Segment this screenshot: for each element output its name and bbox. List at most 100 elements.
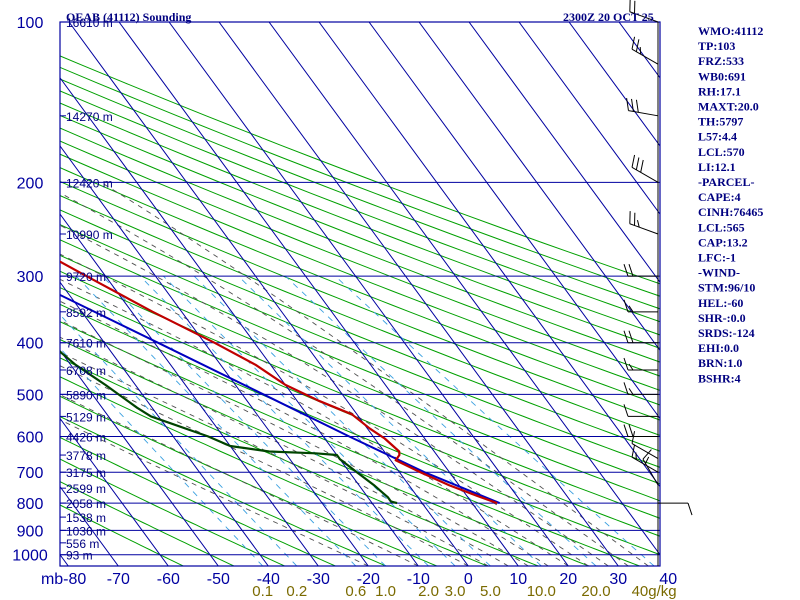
isotherm-line [418,22,660,352]
temperature-tick-label: 10 [509,571,527,588]
wind-barb [623,264,658,277]
isotherm-line [268,22,660,556]
dry-adiabat-line [60,270,660,519]
wind-barb-feather [628,305,634,313]
isotherm-line [568,22,660,147]
moist-adiabat-line [60,336,509,566]
temperature-line [60,260,498,505]
height-label: 5129 m [66,410,106,424]
wind-barb-feather [635,39,640,52]
wind-barb [631,154,659,183]
mixing-ratio-line [102,275,386,566]
dry-adiabat-line [60,90,660,323]
height-label: 1538 m [66,511,106,525]
pressure-tick-label: 700 [17,465,44,482]
index-value: L57:4.4 [698,130,737,144]
index-value: SHR-:0.0 [698,311,746,325]
chart-title: OEAB (41112) Sounding [66,10,191,24]
pressure-tick-labels: 100 200 300 400 500 600 700 800 900 1000 [12,15,48,565]
temperature-tick-label: 20 [559,571,577,588]
mixing-ratio-tick-label: 0.1 [252,583,273,600]
height-label: 2599 m [66,482,106,496]
index-value: -PARCEL- [698,175,754,189]
pressure-tick-label: 500 [17,387,44,404]
height-label: 4426 m [66,431,106,445]
dry-adiabat-line [60,195,660,436]
wind-barb [623,299,658,313]
wind-barb-feather [631,444,636,458]
pressure-tick-label: 300 [17,269,44,286]
index-value: CAPE:4 [698,190,741,204]
index-value: LI:12.1 [698,160,736,174]
moist-adiabat-line [60,224,609,566]
wind-barb-feather [637,220,640,228]
mixing-ratio-line [75,275,357,566]
index-value: -WIND- [698,266,740,280]
wind-barbs [623,0,693,566]
dry-adiabat-line [60,127,660,363]
wind-barb-feather [628,363,634,371]
mixing-ratio-tick-labels: 0.1 0.2 0.6 1.0 2.0 3.0 5.0 10.0 20.0 40g/kg [252,583,676,600]
mixing-ratio-lines [60,275,655,566]
mixing-ratio-line [335,275,655,566]
wind-barb-feather [628,264,634,277]
temperature-tick-label: -50 [207,571,230,588]
temperature-tick-label: -60 [157,571,180,588]
wind-barb-feather [623,264,629,277]
temperature-tick-label: 30 [609,571,627,588]
wind-barb-feather [623,357,629,371]
isotherm-line [368,22,660,420]
wind-barb-feather [623,299,629,312]
chart-datetime: 2300Z 20 OCT 25 [563,10,654,24]
moist-adiabat-line [60,253,589,566]
mixing-ratio-tick-label: 20.0 [581,583,610,600]
moist-adiabat-line [60,419,369,566]
index-value: SRDS:-124 [698,326,755,340]
wind-barb [626,98,659,117]
mixing-ratio-tick-label: 3.0 [445,583,466,600]
wind-barb-feather [623,424,629,437]
height-label: 2058 m [66,497,106,511]
moist-adiabat-line [60,319,529,566]
height-label: 8592 m [66,306,106,320]
dry-adiabat-line [60,209,660,452]
wind-barb-feather [640,159,644,173]
dry-adiabat-line [60,254,660,502]
isotherm-lines [60,22,660,566]
mixing-ratio-line [139,275,429,566]
index-value: EHI:0.0 [698,341,739,355]
height-label: 1036 m [66,524,106,538]
wind-barb-feather [623,404,629,417]
wind-barb-staff [629,11,659,23]
index-value: TH:5797 [698,115,743,129]
mixing-ratio-tick-label: 40g/kg [632,583,677,600]
isotherm-line [118,22,519,566]
index-value: HEL:-60 [698,296,743,310]
pressure-tick-label: 900 [17,523,44,540]
temperature-tick-label: -20 [357,571,380,588]
wind-barb-feather [631,98,634,112]
dry-adiabat-line [60,78,660,310]
pressure-tick-label: 100 [17,15,44,32]
pressure-tick-label: 800 [17,496,44,513]
wind-barb-feather [631,36,636,50]
height-label: 16610 m [66,16,113,30]
index-value: BRN:1.0 [698,356,742,370]
mixing-ratio-line [60,347,264,566]
wind-barb-feather [631,431,636,444]
isotherm-line [218,22,619,566]
dry-adiabats [60,55,660,566]
wind-barb [629,211,659,235]
wind-barb [658,502,693,516]
wind-barb-feather [628,330,634,343]
dewpoint-line [60,350,398,505]
moist-adiabat-line [60,278,569,566]
wind-barb [631,36,659,65]
wind-barb [623,404,658,417]
index-value: STM:96/10 [698,281,755,295]
height-label: 93 m [66,549,93,563]
height-label: 3175 m [66,466,106,480]
dry-adiabat-line [60,180,660,421]
wind-barb-feather [642,449,652,460]
